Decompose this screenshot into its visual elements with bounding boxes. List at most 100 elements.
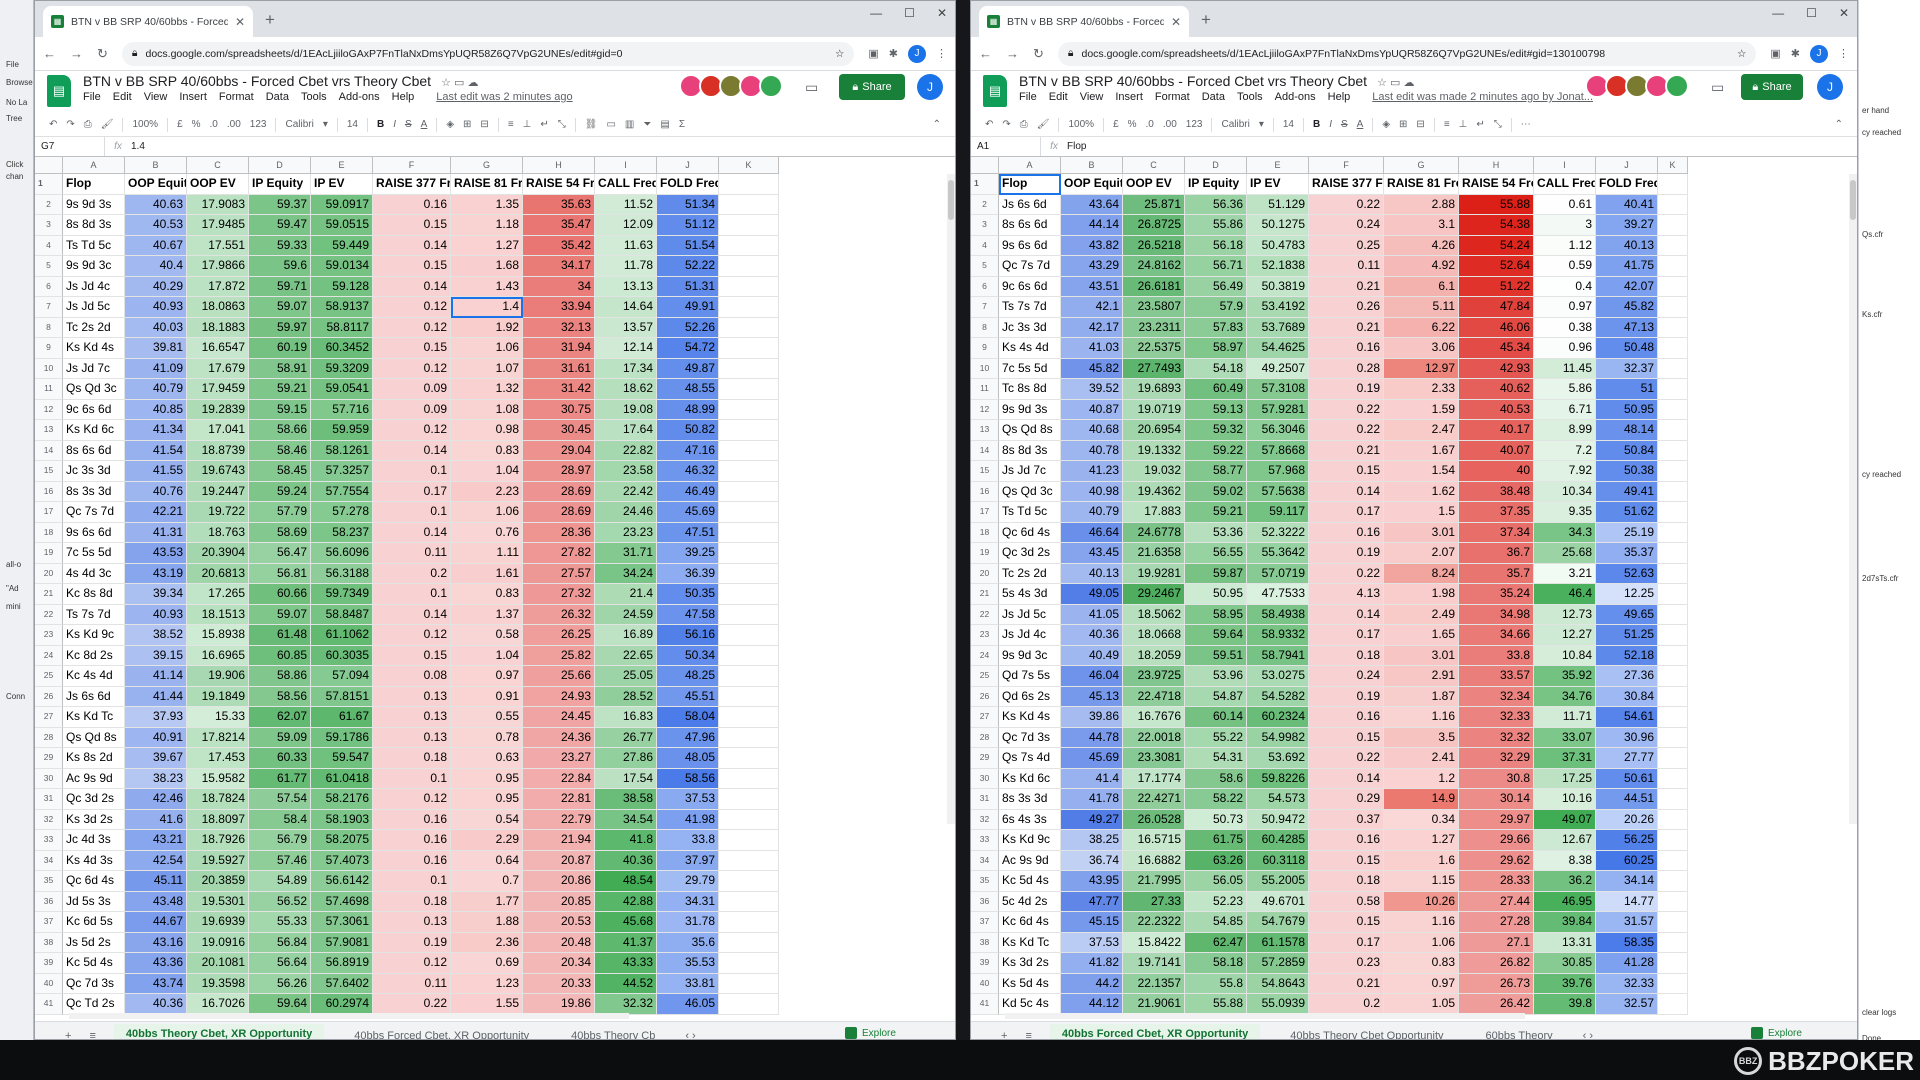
- data-cell[interactable]: 54.5282: [1247, 686, 1309, 707]
- data-cell[interactable]: 40.91: [125, 727, 187, 748]
- data-cell[interactable]: 27.77: [1596, 748, 1658, 769]
- data-cell[interactable]: 59.07: [249, 604, 311, 625]
- data-cell[interactable]: 40.13: [1061, 563, 1123, 584]
- data-cell[interactable]: 0.55: [451, 707, 523, 728]
- sheet-tab-1[interactable]: 40bbs Forced Cbet, XR Opportunity: [1049, 1024, 1261, 1039]
- row-number[interactable]: 26: [35, 686, 63, 707]
- data-cell[interactable]: 7.2: [1534, 440, 1596, 461]
- data-cell[interactable]: 20.1081: [187, 953, 249, 974]
- data-cell[interactable]: 39.15: [125, 645, 187, 666]
- data-cell[interactable]: 34.17: [523, 256, 595, 277]
- data-cell[interactable]: 1.98: [1384, 584, 1459, 605]
- flop-cell[interactable]: Ks 5d 4s: [999, 973, 1061, 994]
- data-cell[interactable]: 56.71: [1185, 256, 1247, 277]
- row-number[interactable]: 2: [971, 194, 999, 215]
- sheets-logo-icon[interactable]: ▤: [47, 75, 71, 107]
- back-icon[interactable]: ←: [43, 46, 56, 61]
- data-cell[interactable]: [1658, 748, 1688, 769]
- data-cell[interactable]: 33.8: [1459, 645, 1534, 666]
- flop-cell[interactable]: 8s 6s 6d: [63, 440, 125, 461]
- data-cell[interactable]: 26.5218: [1123, 235, 1185, 256]
- data-cell[interactable]: 29.62: [1459, 850, 1534, 871]
- flop-cell[interactable]: Qd 6s 2s: [999, 686, 1061, 707]
- maximize-icon[interactable]: ☐: [904, 6, 915, 20]
- data-cell[interactable]: 59.22: [1185, 440, 1247, 461]
- menu-tools[interactable]: Tools: [1236, 91, 1263, 103]
- data-cell[interactable]: 39.86: [1061, 707, 1123, 728]
- data-cell[interactable]: 51.31: [657, 276, 719, 297]
- data-cell[interactable]: 36.74: [1061, 850, 1123, 871]
- data-cell[interactable]: 0.95: [451, 768, 523, 789]
- row-number[interactable]: 22: [35, 604, 63, 625]
- data-cell[interactable]: 54.72: [657, 338, 719, 359]
- more-icon[interactable]: ⋯: [1520, 119, 1531, 130]
- row-number[interactable]: 15: [971, 461, 999, 482]
- data-cell[interactable]: 13.31: [1534, 932, 1596, 953]
- data-cell[interactable]: 60.4285: [1247, 830, 1309, 851]
- data-cell[interactable]: 2.36: [451, 932, 523, 953]
- data-cell[interactable]: [719, 666, 779, 687]
- data-cell[interactable]: IP EV: [1247, 174, 1309, 195]
- data-cell[interactable]: 58.56: [249, 686, 311, 707]
- italic-icon[interactable]: I: [1329, 119, 1332, 130]
- data-cell[interactable]: [719, 235, 779, 256]
- data-cell[interactable]: [1658, 174, 1688, 195]
- row-number[interactable]: 40: [35, 973, 63, 994]
- data-cell[interactable]: 50.9472: [1247, 809, 1309, 830]
- data-cell[interactable]: 17.9459: [187, 379, 249, 400]
- data-cell[interactable]: 0.15: [1309, 461, 1384, 482]
- data-cell[interactable]: 23.2311: [1123, 317, 1185, 338]
- data-cell[interactable]: 0.21: [1309, 317, 1384, 338]
- data-cell[interactable]: 44.2: [1061, 973, 1123, 994]
- data-cell[interactable]: 59.7349: [311, 584, 373, 605]
- row-number[interactable]: 35: [35, 871, 63, 892]
- row-number[interactable]: 27: [971, 707, 999, 728]
- data-cell[interactable]: 24.46: [595, 502, 657, 523]
- data-cell[interactable]: 47.16: [657, 440, 719, 461]
- data-cell[interactable]: 18.0668: [1123, 625, 1185, 646]
- flop-cell[interactable]: Ks 4d 3s: [63, 850, 125, 871]
- data-cell[interactable]: [1658, 830, 1688, 851]
- close-window-icon[interactable]: ✕: [936, 6, 947, 20]
- flop-cell[interactable]: Qs Qd 3c: [63, 379, 125, 400]
- flop-cell[interactable]: 8s 8d 3s: [63, 215, 125, 236]
- data-cell[interactable]: 55.22: [1185, 727, 1247, 748]
- data-cell[interactable]: 16.89: [595, 625, 657, 646]
- data-cell[interactable]: 58.95: [1185, 604, 1247, 625]
- data-cell[interactable]: [719, 563, 779, 584]
- data-cell[interactable]: 28.33: [1459, 871, 1534, 892]
- fill-color-icon[interactable]: ◈: [1382, 119, 1391, 130]
- data-cell[interactable]: 38.25: [1061, 830, 1123, 851]
- data-cell[interactable]: 0.83: [451, 440, 523, 461]
- column-header-f[interactable]: F: [1309, 157, 1384, 173]
- maximize-icon[interactable]: ☐: [1806, 6, 1817, 20]
- data-cell[interactable]: 57.8668: [1247, 440, 1309, 461]
- data-cell[interactable]: 8.99: [1534, 420, 1596, 441]
- data-cell[interactable]: 57.0719: [1247, 563, 1309, 584]
- row-number[interactable]: 26: [971, 686, 999, 707]
- row-number[interactable]: 35: [971, 871, 999, 892]
- data-cell[interactable]: 0.11: [1309, 256, 1384, 277]
- data-cell[interactable]: 39.84: [1534, 912, 1596, 933]
- data-cell[interactable]: 6.22: [1384, 317, 1459, 338]
- data-cell[interactable]: [719, 809, 779, 830]
- data-cell[interactable]: 27.36: [1596, 666, 1658, 687]
- row-number[interactable]: 22: [971, 604, 999, 625]
- data-cell[interactable]: 0.14: [1309, 604, 1384, 625]
- data-cell[interactable]: 41.14: [125, 666, 187, 687]
- data-cell[interactable]: 27.57: [523, 563, 595, 584]
- data-cell[interactable]: 40.79: [1061, 502, 1123, 523]
- sheets-logo-icon[interactable]: ▤: [983, 75, 1007, 107]
- data-cell[interactable]: 51.12: [657, 215, 719, 236]
- data-cell[interactable]: [1658, 399, 1688, 420]
- flop-cell[interactable]: 5c 4d 2s: [999, 891, 1061, 912]
- data-cell[interactable]: 40.62: [1459, 379, 1534, 400]
- data-cell[interactable]: 1.54: [1384, 461, 1459, 482]
- data-cell[interactable]: 23.23: [595, 522, 657, 543]
- flop-cell[interactable]: Ac 9s 9d: [999, 850, 1061, 871]
- data-cell[interactable]: 37.97: [657, 850, 719, 871]
- data-cell[interactable]: 40.36: [125, 994, 187, 1015]
- data-cell[interactable]: 25.871: [1123, 194, 1185, 215]
- flop-cell[interactable]: Ts 7s 7d: [999, 297, 1061, 318]
- flop-cell[interactable]: Ac 9s 9d: [63, 768, 125, 789]
